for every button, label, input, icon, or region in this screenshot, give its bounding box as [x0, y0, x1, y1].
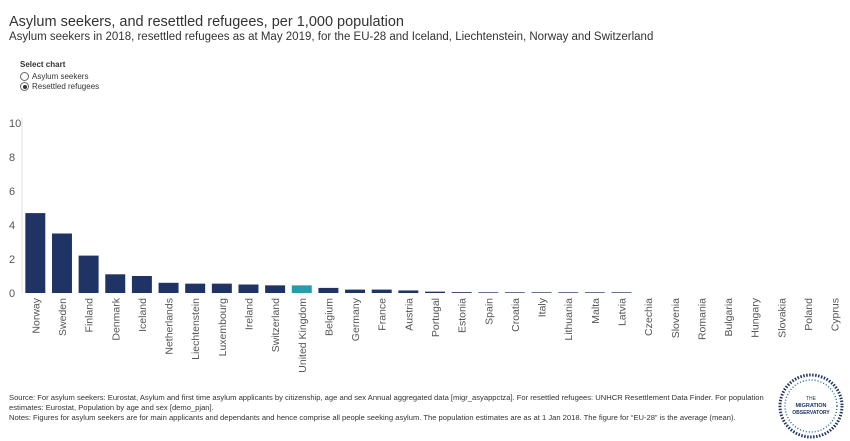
y-tick-label: 6: [9, 186, 15, 198]
x-tick-label: Hungary: [750, 297, 762, 337]
x-tick-label: Estonia: [457, 298, 469, 333]
x-tick-label: Malta: [590, 298, 602, 324]
bar-germany[interactable]: [345, 289, 366, 293]
y-tick-label: 4: [9, 220, 15, 232]
chart-selector: Select chart Asylum seekers Resettled re…: [20, 60, 99, 92]
chart-subtitle: Asylum seekers in 2018, resettled refuge…: [9, 31, 654, 43]
x-tick-label: Germany: [350, 297, 362, 341]
x-tick-label: Sweden: [57, 298, 69, 336]
x-tick-label: Italy: [537, 297, 549, 317]
y-tick-label: 8: [9, 152, 15, 164]
logo-text-2: MIGRATION: [795, 403, 826, 409]
bar-latvia[interactable]: [611, 292, 632, 293]
x-tick-label: Poland: [803, 298, 815, 331]
bar-france[interactable]: [371, 289, 392, 293]
bar-belgium[interactable]: [318, 287, 339, 293]
source-notes: Source: For asylum seekers: Eurostat, As…: [9, 393, 769, 423]
logo-inner-ring: [784, 379, 838, 433]
bar-denmark[interactable]: [105, 274, 126, 293]
x-tick-label: Czechia: [643, 298, 655, 336]
x-tick-label: Finland: [84, 298, 96, 333]
x-tick-label: Denmark: [110, 297, 122, 340]
bar-netherlands[interactable]: [158, 282, 179, 293]
x-tick-label: Lithuania: [563, 298, 575, 341]
selector-title: Select chart: [20, 60, 66, 69]
y-axis: 0 2 4 6 8 10: [9, 118, 23, 300]
option-label-asylum-seekers: Asylum seekers: [32, 71, 89, 81]
bar-norway[interactable]: [25, 213, 46, 293]
x-tick-label: Latvia: [617, 298, 629, 326]
x-tick-label: Netherlands: [164, 298, 176, 355]
x-tick-label: France: [377, 298, 389, 331]
x-tick-label: Slovakia: [776, 298, 788, 338]
x-tick-label: Portugal: [430, 298, 442, 337]
bar-estonia[interactable]: [451, 292, 472, 293]
y-tick-label: 2: [9, 254, 15, 266]
x-tick-label: Spain: [483, 298, 495, 325]
bar-croatia[interactable]: [504, 292, 525, 293]
logo-text-1: THE: [806, 396, 817, 402]
bar-finland[interactable]: [78, 255, 99, 293]
x-tick-label: Iceland: [137, 298, 149, 332]
x-tick-label: Bulgaria: [723, 298, 735, 337]
option-asylum-seekers[interactable]: Asylum seekers: [20, 71, 99, 82]
x-tick-label: Luxembourg: [217, 298, 229, 357]
x-tick-label: Austria: [403, 298, 415, 331]
bar-ireland[interactable]: [238, 284, 259, 294]
radio-resettled-refugees[interactable]: [20, 82, 29, 92]
bar-spain[interactable]: [478, 292, 499, 293]
bar-switzerland[interactable]: [265, 285, 286, 293]
migration-observatory-logo: THE MIGRATION OBSERVATORY: [778, 373, 844, 439]
x-tick-label: Belgium: [323, 298, 335, 336]
bar-malta[interactable]: [584, 292, 605, 293]
x-tick-label: Cyprus: [830, 298, 842, 331]
bar-lithuania[interactable]: [558, 292, 579, 293]
chart-title: Asylum seekers, and resettled refugees, …: [9, 14, 404, 30]
x-tick-label: Slovenia: [670, 298, 682, 338]
notes-text: Notes: Figures for asylum seekers are fo…: [9, 413, 736, 422]
source-text: Source: For asylum seekers: Eurostat, As…: [9, 393, 764, 412]
x-axis-labels: Norway Sweden Finland Denmark Iceland Netherl…: [30, 297, 841, 372]
x-tick-label: Romania: [696, 298, 708, 340]
x-tick-label: Ireland: [243, 298, 255, 330]
x-tick-label: United Kingdom: [297, 298, 309, 372]
bars: [25, 213, 632, 294]
x-tick-label: Croatia: [510, 298, 522, 332]
radio-asylum-seekers[interactable]: [20, 71, 29, 81]
option-label-resettled-refugees: Resettled refugees: [32, 82, 100, 92]
bar-chart: 0 2 4 6 8 10 Norway Sweden Finland Denmark Icelan…: [9, 118, 842, 372]
bar-united-kingdom[interactable]: [291, 285, 312, 293]
bar-italy[interactable]: [531, 292, 552, 293]
x-tick-label: Switzerland: [270, 298, 282, 352]
bar-iceland[interactable]: [131, 276, 152, 293]
y-tick-label: 10: [9, 118, 21, 130]
bar-luxembourg[interactable]: [211, 283, 232, 293]
y-tick-label: 0: [9, 288, 15, 300]
bar-portugal[interactable]: [425, 291, 445, 293]
x-tick-label: Norway: [30, 297, 42, 333]
logo-text-3: OBSERVATORY: [792, 410, 830, 416]
x-tick-label: Liechtenstein: [190, 298, 202, 360]
option-resettled-refugees[interactable]: Resettled refugees: [20, 82, 99, 93]
bar-liechtenstein[interactable]: [185, 283, 206, 293]
bar-austria[interactable]: [398, 290, 419, 293]
bar-sweden[interactable]: [51, 233, 72, 294]
